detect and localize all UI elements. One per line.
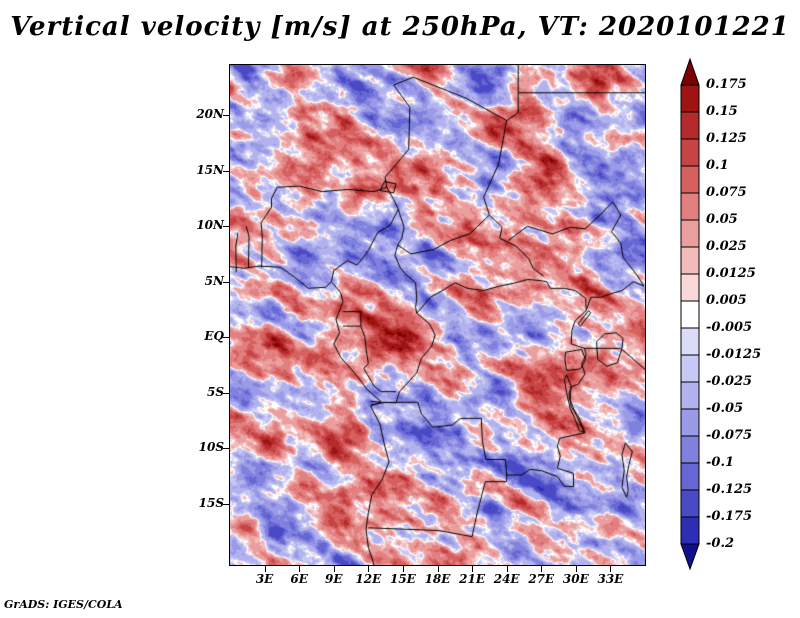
x-axis-tick-label: 3E	[255, 572, 274, 586]
colorbar-tick-label: 0.1	[706, 158, 729, 173]
colorbar-tick-label: 0.15	[706, 104, 738, 119]
y-axis-tick-label: 5N	[204, 273, 224, 288]
colorbar-segment	[680, 111, 700, 140]
colorbar-tick-label: -0.0125	[706, 347, 762, 362]
colorbar-tick-label: -0.125	[706, 482, 753, 497]
colorbar-segment	[680, 192, 700, 221]
x-axis-tick-mark	[541, 566, 543, 572]
colorbar-tick-label: -0.075	[706, 428, 753, 443]
colorbar	[680, 58, 700, 571]
x-axis-tick-mark	[264, 566, 266, 572]
y-axis-tick-mark	[223, 503, 230, 505]
colorbar-tick-label: 0.05	[706, 212, 738, 227]
colorbar-tick-label: -0.05	[706, 401, 744, 416]
x-axis-tick-mark	[610, 566, 612, 572]
colorbar-segment	[680, 273, 700, 302]
x-axis-tick-mark	[575, 566, 577, 572]
x-axis-tick-label: 33E	[597, 572, 624, 586]
x-axis-tick-mark	[299, 566, 301, 572]
x-axis-tick-label: 21E	[459, 572, 485, 586]
x-axis-tick-mark	[402, 566, 404, 572]
x-axis-tick-label: 30E	[562, 572, 589, 586]
y-axis-tick-label: 15N	[196, 162, 224, 177]
y-axis-tick-mark	[223, 115, 230, 116]
x-axis-tick-label: 15E	[389, 572, 416, 586]
colorbar-tick-label: 0.125	[706, 131, 747, 146]
colorbar-tick-label: -0.025	[706, 374, 753, 389]
x-axis-tick-mark	[437, 566, 439, 572]
colorbar-segment	[680, 246, 700, 275]
colorbar-tick-label: 0.0125	[706, 266, 756, 281]
colorbar-tick-label: -0.005	[706, 320, 753, 335]
colorbar-segment	[680, 138, 700, 167]
x-axis-tick-mark	[506, 566, 508, 572]
x-axis-tick-mark	[368, 566, 370, 572]
y-axis-tick-label: 20N	[196, 107, 224, 121]
colorbar-segment	[680, 381, 700, 410]
vertical-velocity-field-canvas	[230, 65, 645, 565]
colorbar-tick-label: 0.175	[706, 77, 747, 92]
colorbar-arrow-bottom	[680, 543, 700, 571]
x-axis-tick-label: 6E	[290, 572, 308, 586]
x-axis-tick-label: 12E	[355, 572, 382, 586]
colorbar-segment	[680, 489, 700, 518]
colorbar-tick-label: 0.025	[706, 239, 747, 254]
x-axis-tick-mark	[333, 566, 335, 572]
y-axis-tick-mark	[223, 448, 230, 450]
x-axis-tick-label: 18E	[424, 572, 451, 586]
colorbar-segment	[680, 165, 700, 194]
y-axis-tick-label: 5S	[206, 384, 224, 399]
y-axis-tick-label: 10S	[198, 440, 224, 455]
colorbar-segment	[680, 219, 700, 248]
plot-title: Vertical velocity [m/s] at 250hPa, VT: 2…	[10, 12, 790, 42]
x-axis-tick-label: 27E	[528, 572, 555, 586]
y-axis-tick-mark	[223, 226, 230, 228]
colorbar-segment	[680, 435, 700, 464]
colorbar-tick-label: -0.175	[706, 509, 753, 524]
colorbar-tick-label: -0.1	[706, 455, 735, 470]
colorbar-tick-label: 0.075	[706, 185, 747, 200]
y-axis-tick-label: 15S	[198, 495, 224, 510]
x-axis-tick-mark	[472, 566, 474, 572]
colorbar-segment	[680, 84, 700, 113]
y-axis-tick-mark	[223, 170, 230, 172]
colorbar-tick-label: 0.005	[706, 293, 747, 308]
colorbar-segment	[680, 300, 700, 329]
colorbar-arrow-top	[680, 58, 700, 86]
colorbar-segment	[680, 354, 700, 383]
y-axis-tick-mark	[223, 337, 230, 339]
y-axis-tick-label: 10N	[196, 218, 224, 233]
y-axis-tick-mark	[223, 281, 230, 283]
y-axis-tick-label: EQ	[204, 329, 224, 344]
x-axis-tick-label: 9E	[325, 572, 343, 586]
colorbar-segment	[680, 462, 700, 491]
colorbar-segment	[680, 516, 700, 545]
colorbar-segment	[680, 327, 700, 356]
colorbar-segment	[680, 408, 700, 437]
map-plot-frame	[229, 64, 646, 566]
grads-credit: GrADS: IGES/COLA	[4, 598, 123, 611]
x-axis-tick-label: 24E	[493, 572, 520, 586]
colorbar-tick-label: -0.2	[706, 536, 735, 551]
y-axis-tick-mark	[223, 392, 230, 394]
